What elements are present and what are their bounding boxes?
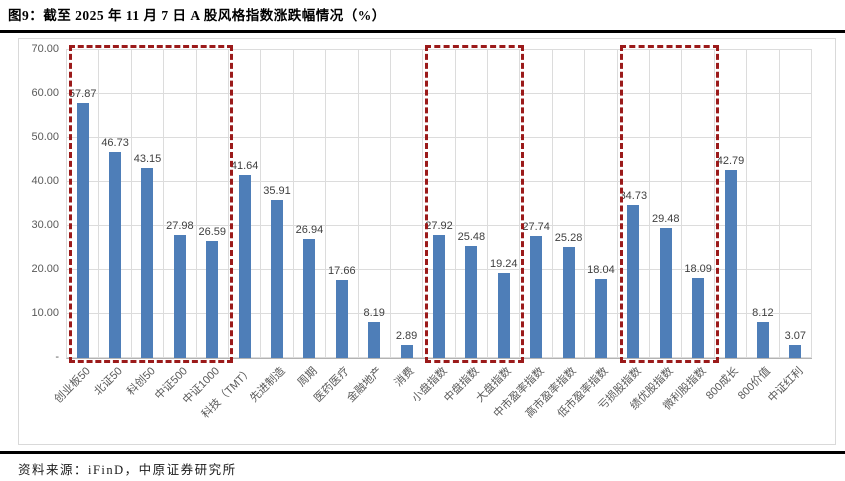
- category-cell: 3.07: [780, 50, 812, 358]
- category-cell: 34.73: [618, 50, 651, 358]
- bar: [497, 273, 510, 358]
- bar: [562, 246, 575, 358]
- y-tick-label: 70.00: [31, 43, 59, 55]
- bar-value-label: 29.48: [651, 213, 680, 226]
- category-cell: 46.73: [99, 50, 132, 358]
- bar: [303, 239, 316, 358]
- top-divider: [0, 30, 845, 33]
- bar-value-label: 19.24: [490, 258, 518, 271]
- y-tick-label: 50.00: [31, 131, 59, 143]
- category-label: 中证红利: [765, 365, 806, 405]
- category-cell: 27.74: [520, 50, 553, 358]
- bar-value-label: 8.12: [752, 307, 774, 320]
- bar: [692, 278, 705, 358]
- plot-area: 57.87 46.73 43.15 27.98 26.59 41.64 35.91 26.94…: [66, 45, 812, 363]
- bar: [141, 168, 154, 358]
- bar-value-label: 3.07: [784, 329, 806, 342]
- category-cell: 8.19: [359, 50, 391, 358]
- category-cell: 27.92: [423, 50, 456, 358]
- bar: [335, 280, 348, 358]
- bar: [400, 345, 413, 358]
- category-cell: 18.09: [682, 50, 715, 358]
- category-label: 金融地产: [344, 365, 385, 405]
- bar: [756, 322, 769, 358]
- y-tick-label: 40.00: [31, 175, 59, 187]
- category-cell: 8.12: [747, 50, 780, 358]
- category-label: 800成长: [703, 365, 741, 403]
- bar: [659, 228, 672, 358]
- bar-value-label: 26.59: [198, 226, 227, 239]
- y-tick-label: 20.00: [31, 263, 59, 275]
- figure-title: 图9：截至 2025 年 11 月 7 日 A 股风格指数涨跌幅情况（%）: [8, 8, 386, 23]
- category-label: 医药医疗: [312, 365, 352, 405]
- bar-value-label: 25.48: [457, 230, 486, 243]
- y-tick-label: -: [55, 351, 59, 363]
- category-label: 消费: [392, 365, 417, 390]
- category-cell: 42.79: [715, 50, 748, 358]
- bar-value-label: 34.73: [619, 190, 648, 203]
- source-note: 资料来源：iFinD，中原证券研究所: [18, 463, 237, 477]
- category-cell: 2.89: [391, 50, 424, 358]
- category-cell: 57.87: [67, 50, 100, 358]
- bar-chart: 70.00 60.00 50.00 40.00 30.00 20.00 10.00 - 57.…: [18, 38, 836, 445]
- bar-value-label: 27.92: [425, 220, 453, 233]
- bar: [789, 344, 802, 358]
- category-cell: 19.24: [488, 50, 521, 358]
- bar: [238, 174, 251, 358]
- category-cell: 25.48: [456, 50, 489, 358]
- bar-value-label: 17.66: [328, 265, 356, 278]
- category-cell: 27.98: [164, 50, 197, 358]
- category-cell: 26.94: [294, 50, 327, 358]
- category-label: 创业板50: [52, 365, 93, 406]
- bar: [271, 200, 284, 358]
- bar: [109, 152, 122, 358]
- category-cell: 41.64: [229, 50, 262, 358]
- bar-value-label: 8.19: [363, 306, 385, 319]
- bar-value-label: 26.94: [295, 224, 324, 237]
- category-label: 北证50: [92, 365, 126, 398]
- bar-value-label: 18.04: [587, 263, 615, 276]
- bar-value-label: 41.64: [230, 159, 259, 172]
- category-cell: 17.66: [326, 50, 359, 358]
- bar: [530, 235, 543, 358]
- bar: [465, 245, 478, 358]
- category-label: 小盘指数: [409, 365, 450, 405]
- bar-value-label: 27.74: [522, 220, 550, 233]
- bottom-divider: [0, 451, 845, 454]
- bar: [627, 205, 640, 358]
- bar: [724, 169, 737, 358]
- bar: [173, 234, 186, 358]
- x-axis-labels: 创业板50 北证50 科创50 中证500 中证1000 科技（TMT） 先进制造 周期 医药医…: [52, 358, 811, 442]
- category-cell: 43.15: [132, 50, 165, 358]
- category-cell: 29.48: [650, 50, 683, 358]
- category-cell: 35.91: [261, 50, 294, 358]
- bar-value-label: 25.28: [554, 231, 583, 244]
- bar-value-label: 2.89: [395, 330, 418, 343]
- bar: [206, 241, 219, 358]
- bar-value-label: 43.15: [133, 153, 162, 166]
- y-axis: 70.00 60.00 50.00 40.00 30.00 20.00 10.00 -: [19, 43, 62, 363]
- bar: [432, 235, 445, 358]
- bar-value-label: 42.79: [716, 154, 745, 167]
- category-cell: 18.04: [585, 50, 618, 358]
- bar: [368, 321, 381, 358]
- y-tick-label: 30.00: [31, 219, 59, 231]
- bar: [594, 278, 607, 358]
- category-cell: 26.59: [197, 50, 229, 358]
- bar-value-label: 18.09: [684, 263, 712, 276]
- bar-value-label: 27.98: [166, 219, 194, 232]
- y-tick-label: 10.00: [31, 307, 59, 319]
- bar-value-label: 35.91: [263, 185, 291, 197]
- bar-value-label: 46.73: [101, 137, 129, 150]
- y-tick-label: 60.00: [31, 87, 59, 99]
- bar-value-label: 57.87: [68, 88, 97, 101]
- bar: [76, 103, 89, 358]
- category-cell: 25.28: [553, 50, 586, 358]
